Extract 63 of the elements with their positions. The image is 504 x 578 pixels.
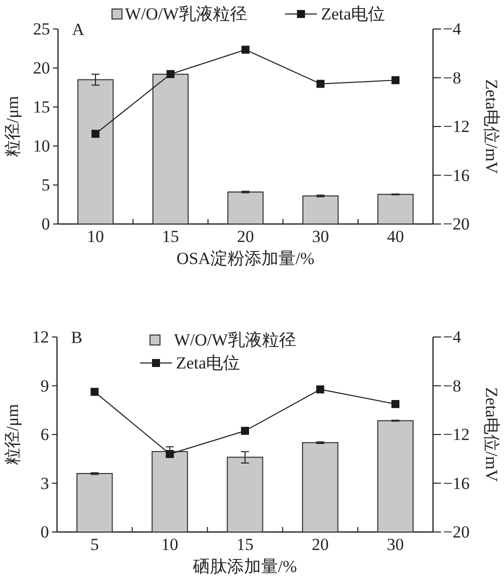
y-tick-label: 20 — [33, 58, 50, 78]
y2-tick-label: −20 — [443, 214, 470, 234]
y-tick-label: 15 — [33, 98, 50, 116]
x-tick-label: 15 — [236, 535, 254, 554]
x-axis-title: 硒肽添加量/% — [192, 557, 297, 576]
bar — [76, 473, 113, 532]
y2-tick-label: −4 — [443, 20, 462, 38]
y-tick-label: 3 — [40, 474, 49, 493]
x-tick-label: 20 — [312, 535, 329, 554]
point — [166, 450, 174, 458]
bar — [152, 451, 188, 532]
y2-axis-title: Zeta电位/mV — [482, 387, 501, 482]
y-tick-label: 9 — [40, 376, 49, 396]
point — [316, 385, 324, 394]
y-tick-label: 25 — [33, 20, 50, 38]
point — [166, 70, 174, 78]
bar — [226, 456, 264, 532]
bar — [152, 74, 189, 224]
chart-title: A — [72, 20, 85, 39]
x-tick-label: 10 — [87, 227, 104, 246]
y2-tick-label: −8 — [443, 376, 462, 396]
y-axis-title: 粒径/μm — [3, 404, 22, 466]
x-tick-label: 40 — [387, 227, 404, 246]
y2-tick-label: −8 — [443, 68, 462, 88]
y2-tick-label: −20 — [443, 522, 470, 542]
bar — [302, 195, 339, 224]
legend-label: W/O/W乳液粒径 — [174, 330, 296, 350]
point — [90, 388, 99, 396]
legend-label: Zeta电位 — [321, 4, 386, 24]
x-tick-label: 10 — [161, 535, 178, 554]
y2-tick-label: −16 — [443, 474, 470, 493]
y-tick-label: 10 — [33, 136, 50, 156]
point — [391, 400, 400, 408]
x-tick-label: 30 — [312, 227, 329, 246]
y-tick-label: 12 — [32, 328, 49, 346]
x-tick-label: 20 — [237, 227, 254, 246]
bar — [77, 79, 114, 224]
bar — [377, 194, 414, 224]
bar — [227, 192, 264, 224]
point — [241, 426, 249, 435]
x-axis-title: OSA淀粉添加量/% — [176, 249, 314, 268]
x-tick-label: 5 — [90, 535, 99, 554]
bar — [302, 442, 338, 532]
y-tick-label: 5 — [42, 176, 50, 194]
point — [316, 80, 324, 88]
legend-label: Zeta电位 — [176, 354, 240, 372]
chart-title: B — [71, 328, 82, 347]
point — [392, 76, 400, 84]
point — [92, 130, 100, 138]
x-tick-label: 30 — [386, 535, 404, 554]
x-tick-label: 15 — [162, 227, 179, 246]
y2-tick-label: −12 — [443, 117, 470, 136]
legend-label: W/O/W乳液粒径 — [125, 4, 247, 24]
y-axis-title: 粒径/μm — [3, 96, 22, 158]
bar — [377, 420, 414, 532]
point — [242, 46, 250, 54]
y2-axis-title: Zeta电位/mV — [482, 79, 501, 174]
y2-tick-label: −4 — [443, 328, 462, 346]
y-tick-label: 6 — [40, 425, 49, 444]
y-tick-label: 0 — [40, 522, 49, 542]
y-tick-label: 0 — [42, 214, 50, 234]
y2-tick-label: −12 — [443, 425, 470, 444]
y2-tick-label: −16 — [443, 166, 470, 185]
